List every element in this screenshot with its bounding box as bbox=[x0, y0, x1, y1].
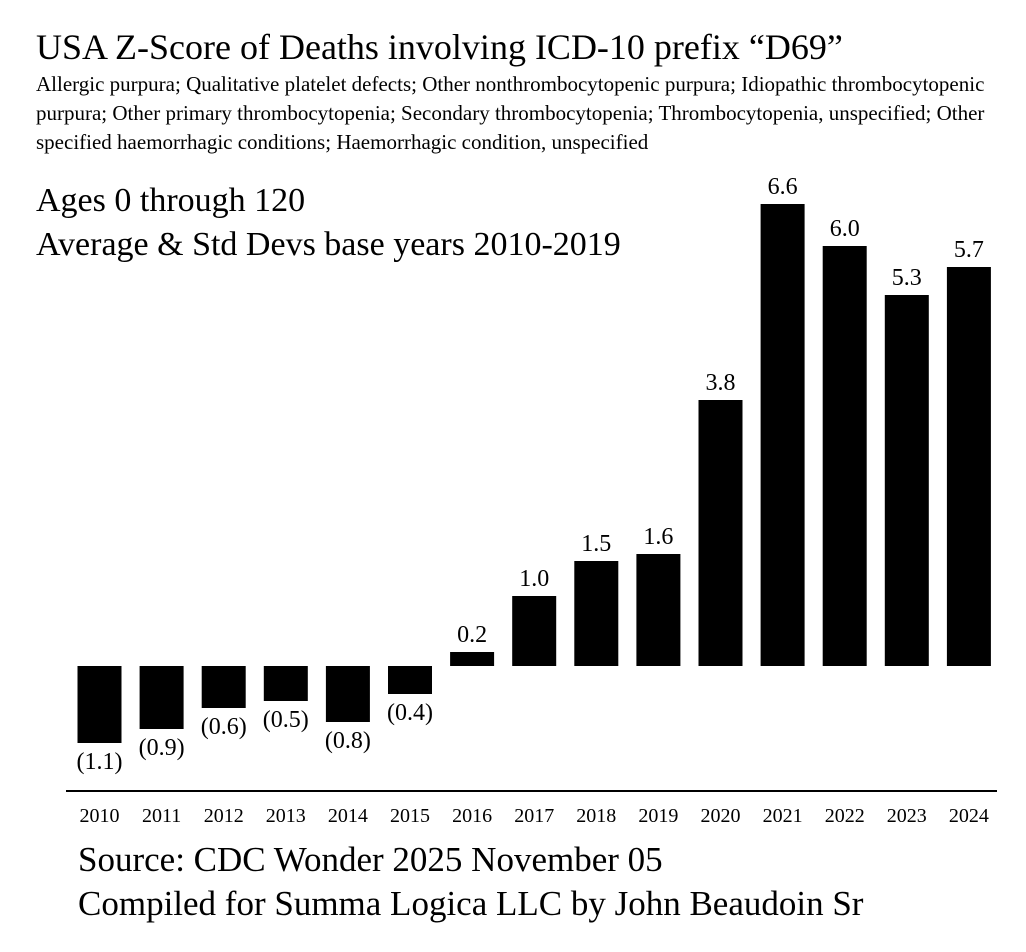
x-tick-2016: 2016 bbox=[452, 805, 492, 827]
bar-2013 bbox=[263, 666, 308, 701]
x-tick-2022: 2022 bbox=[825, 805, 865, 827]
value-label-2022: 6.0 bbox=[830, 216, 860, 242]
bar-2024 bbox=[946, 267, 991, 666]
value-label-2024: 5.7 bbox=[954, 237, 984, 263]
value-label-2010: (1.1) bbox=[77, 749, 123, 775]
bar-2023 bbox=[884, 295, 929, 666]
x-tick-2019: 2019 bbox=[638, 805, 678, 827]
bar-2015 bbox=[388, 666, 432, 694]
bar-2011 bbox=[139, 666, 184, 729]
x-tick-2024: 2024 bbox=[949, 805, 989, 827]
value-label-2021: 6.6 bbox=[768, 174, 798, 200]
value-label-2012: (0.6) bbox=[201, 714, 247, 740]
x-tick-2010: 2010 bbox=[80, 805, 120, 827]
bar-2016 bbox=[450, 652, 495, 666]
x-tick-2012: 2012 bbox=[204, 805, 244, 827]
value-label-2011: (0.9) bbox=[139, 735, 185, 761]
annotation-base-years: Average & Std Devs base years 2010-2019 bbox=[36, 226, 621, 263]
x-tick-2018: 2018 bbox=[576, 805, 616, 827]
chart-subtitle: Allergic purpura; Qualitative platelet d… bbox=[36, 72, 985, 154]
bar-2014 bbox=[325, 666, 370, 722]
x-tick-2014: 2014 bbox=[328, 805, 368, 827]
x-tick-labels: 2010 2011 2012 2013 2014 2015 2016 2017 2018 2019… bbox=[80, 805, 989, 827]
value-label-2020: 3.8 bbox=[706, 370, 736, 396]
value-label-2023: 5.3 bbox=[892, 265, 922, 291]
bar-2020 bbox=[698, 400, 743, 666]
value-label-2015: (0.4) bbox=[387, 700, 433, 726]
x-tick-2021: 2021 bbox=[763, 805, 803, 827]
bars-group: (1.1) (0.9) (0.6) (0.5) (0.8) (0.4) 0.2 1.0 1.5 1… bbox=[77, 174, 991, 775]
value-label-2013: (0.5) bbox=[263, 707, 309, 733]
bar-2012 bbox=[201, 666, 246, 708]
value-label-2018: 1.5 bbox=[581, 531, 611, 557]
bar-2021 bbox=[760, 204, 805, 666]
chart-title: USA Z-Score of Deaths involving ICD-10 p… bbox=[36, 27, 843, 67]
x-tick-2013: 2013 bbox=[266, 805, 306, 827]
value-label-2014: (0.8) bbox=[325, 728, 371, 754]
x-tick-2015: 2015 bbox=[390, 805, 430, 827]
x-tick-2017: 2017 bbox=[514, 805, 554, 827]
bar-2018 bbox=[574, 561, 619, 666]
bar-2010 bbox=[77, 666, 122, 743]
x-tick-2023: 2023 bbox=[887, 805, 927, 827]
compiled-note: Compiled for Summa Logica LLC by John Be… bbox=[78, 884, 864, 923]
bar-2022 bbox=[822, 246, 867, 666]
value-label-2016: 0.2 bbox=[457, 622, 487, 648]
bar-2017 bbox=[512, 596, 557, 666]
annotation-ages: Ages 0 through 120 bbox=[36, 182, 306, 219]
bar-chart: (1.1) (0.9) (0.6) (0.5) (0.8) (0.4) 0.2 1.0 1.5 1… bbox=[66, 174, 997, 827]
x-tick-2011: 2011 bbox=[142, 805, 181, 827]
x-tick-2020: 2020 bbox=[701, 805, 741, 827]
value-label-2017: 1.0 bbox=[519, 566, 549, 592]
source-note: Source: CDC Wonder 2025 November 05 bbox=[78, 840, 663, 879]
bar-2019 bbox=[636, 554, 681, 666]
value-label-2019: 1.6 bbox=[643, 524, 673, 550]
